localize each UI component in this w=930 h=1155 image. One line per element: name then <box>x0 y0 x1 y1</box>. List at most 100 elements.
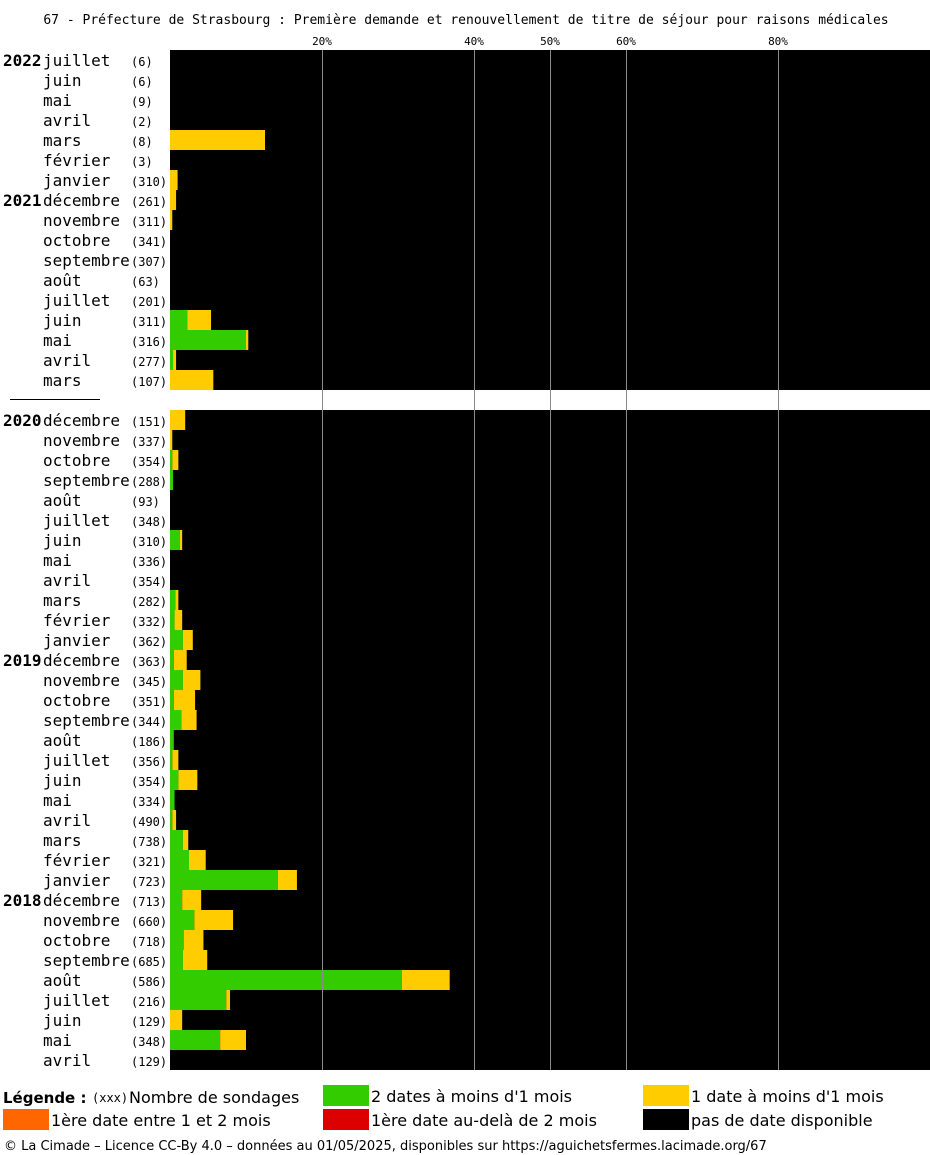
month-label: janvier <box>43 171 111 190</box>
count-label: (354) <box>131 455 167 469</box>
count-label: (351) <box>131 695 167 709</box>
bar-yellow <box>170 1010 183 1030</box>
bar-yellow <box>182 890 202 910</box>
month-label: avril <box>43 571 91 590</box>
month-label: novembre <box>43 911 120 930</box>
count-label: (9) <box>131 95 153 109</box>
bar-green <box>170 890 183 910</box>
month-label: février <box>43 611 111 630</box>
bar-yellow <box>226 990 231 1010</box>
bar-green <box>170 310 188 330</box>
year-label: 2022 <box>3 51 42 70</box>
month-label: mai <box>43 1031 72 1050</box>
bar-yellow <box>401 970 450 990</box>
count-label: (277) <box>131 355 167 369</box>
count-label: (316) <box>131 335 167 349</box>
count-label: (63) <box>131 275 160 289</box>
legend-count-label: Nombre de sondages <box>129 1088 299 1107</box>
bar-yellow <box>178 770 198 790</box>
count-label: (216) <box>131 995 167 1009</box>
count-label: (201) <box>131 295 167 309</box>
month-label: août <box>43 271 82 290</box>
month-label: juillet <box>43 291 110 310</box>
month-label: septembre <box>43 951 130 970</box>
count-label: (723) <box>131 875 167 889</box>
month-label: août <box>43 731 82 750</box>
count-label: (186) <box>131 735 167 749</box>
month-label: septembre <box>43 251 130 270</box>
footer-credit: © La Cimade – Licence CC-By 4.0 – donnée… <box>4 1139 767 1154</box>
bar-yellow <box>172 450 179 470</box>
bar-yellow <box>172 750 179 770</box>
count-label: (288) <box>131 475 167 489</box>
month-label: février <box>43 851 111 870</box>
bar-green <box>170 770 179 790</box>
month-label: octobre <box>43 451 110 470</box>
count-label: (93) <box>131 495 160 509</box>
count-label: (490) <box>131 815 167 829</box>
count-label: (660) <box>131 915 167 929</box>
month-label: mars <box>43 831 82 850</box>
count-label: (718) <box>131 935 167 949</box>
month-label: octobre <box>43 931 110 950</box>
bar-yellow <box>246 330 249 350</box>
month-label: mai <box>43 551 72 570</box>
bar-green <box>170 330 246 350</box>
bar-green <box>170 790 175 810</box>
month-label: octobre <box>43 231 110 250</box>
bar-green <box>170 870 278 890</box>
count-label: (129) <box>131 1015 167 1029</box>
bar-yellow <box>170 370 214 390</box>
month-label: juillet <box>43 51 110 70</box>
month-label: septembre <box>43 471 130 490</box>
legend-swatch <box>643 1109 689 1130</box>
month-label: avril <box>43 111 91 130</box>
count-label: (151) <box>131 415 167 429</box>
bar-green <box>170 630 183 650</box>
count-label: (261) <box>131 195 167 209</box>
bar-green <box>170 850 189 870</box>
bar-green <box>170 810 173 830</box>
count-label: (334) <box>131 795 167 809</box>
month-label: décembre <box>43 891 120 910</box>
plot-area <box>170 50 930 1070</box>
count-label: (354) <box>131 575 167 589</box>
count-label: (311) <box>131 315 167 329</box>
month-label: mars <box>43 591 82 610</box>
month-label: juillet <box>43 751 110 770</box>
bar-yellow <box>181 710 197 730</box>
bar-yellow <box>183 930 204 950</box>
month-label: décembre <box>43 651 120 670</box>
legend-label: 1ère date entre 1 et 2 mois <box>51 1111 271 1130</box>
bar-yellow <box>172 810 177 830</box>
month-label: juillet <box>43 991 110 1010</box>
bar-yellow <box>175 590 179 610</box>
month-label: février <box>43 151 111 170</box>
bar-yellow <box>182 670 201 690</box>
month-label: avril <box>43 351 91 370</box>
count-label: (341) <box>131 235 167 249</box>
bar-yellow <box>220 1030 246 1050</box>
legend-swatch <box>323 1109 369 1130</box>
bar-yellow <box>182 950 208 970</box>
month-label: novembre <box>43 671 120 690</box>
x-tick-label: 40% <box>464 35 484 48</box>
bar-green <box>170 610 175 630</box>
month-label: juin <box>43 71 82 90</box>
bar-yellow <box>182 630 193 650</box>
bar-green <box>170 830 183 850</box>
bar-green <box>170 590 176 610</box>
legend-label: 1ère date au-delà de 2 mois <box>371 1111 597 1130</box>
count-label: (6) <box>131 75 153 89</box>
count-label: (363) <box>131 655 167 669</box>
bar-green <box>170 910 195 930</box>
legend-items: 2 dates à moins d'1 mois 1 date à moins d… <box>3 1085 884 1130</box>
x-tick-label: 20% <box>312 35 332 48</box>
month-label: mars <box>43 131 82 150</box>
month-label: août <box>43 971 82 990</box>
count-label: (332) <box>131 615 167 629</box>
count-label: (685) <box>131 955 167 969</box>
month-label: juin <box>43 771 82 790</box>
count-label: (356) <box>131 755 167 769</box>
